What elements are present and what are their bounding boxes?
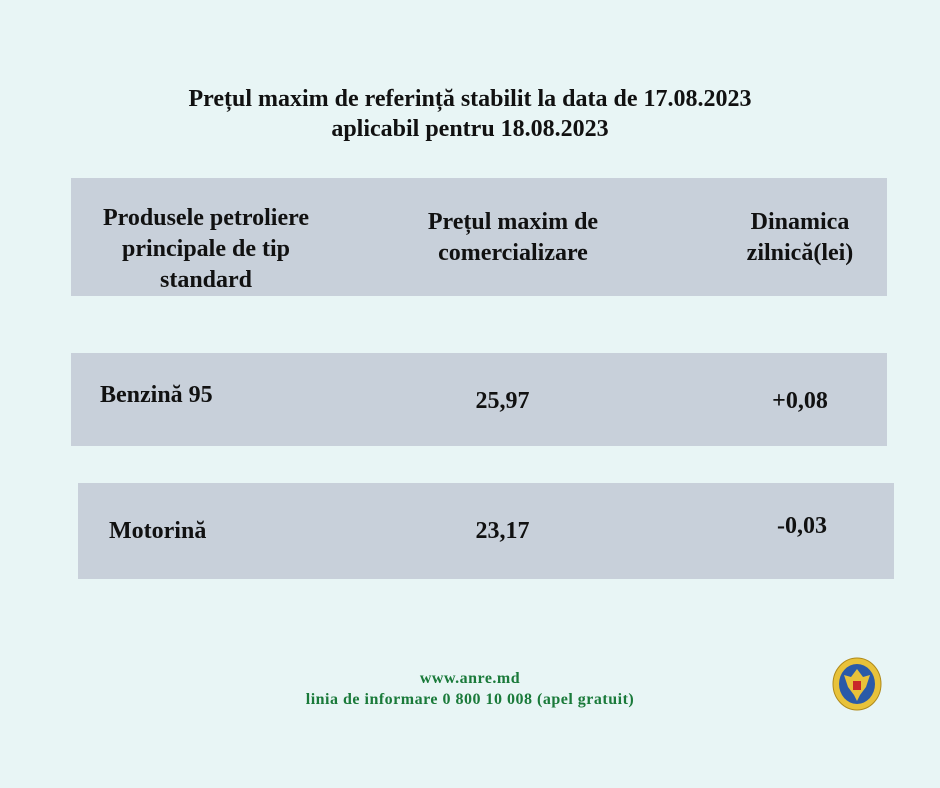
hotline-text: linia de informare 0 800 10 008 (apel gr… — [305, 691, 635, 708]
row-change: -0,03 — [777, 513, 827, 539]
table-header — [71, 178, 887, 296]
header-product-line: principale de tip — [121, 236, 290, 262]
header-change: Dinamica zilnică(lei) — [715, 207, 885, 269]
row-price: 25,97 — [475, 388, 530, 414]
row-product: Benzină 95 — [100, 382, 213, 408]
header-price-line: Prețul maxim de — [427, 209, 599, 235]
row-price: 23,17 — [475, 518, 530, 544]
header-product: Produsele petroliere principale de tip s… — [71, 203, 341, 296]
header-product-line: Produsele petroliere — [103, 205, 309, 231]
coat-of-arms-icon — [832, 657, 882, 711]
website-link[interactable]: www.anre.md — [419, 670, 521, 687]
title-line-2: aplicabil pentru 18.08.2023 — [331, 116, 609, 142]
header-change-line: Dinamica — [750, 209, 850, 235]
header-price: Prețul maxim de comercializare — [388, 207, 638, 269]
table-row — [78, 483, 894, 579]
header-price-line: comercializare — [438, 240, 588, 266]
row-change: +0,08 — [772, 388, 828, 414]
table-row — [71, 353, 887, 446]
header-change-line: zilnică(lei) — [746, 240, 854, 266]
header-product-line: standard — [159, 267, 253, 293]
row-product: Motorină — [109, 518, 207, 544]
title-line-1: Prețul maxim de referință stabilit la da… — [188, 86, 752, 112]
